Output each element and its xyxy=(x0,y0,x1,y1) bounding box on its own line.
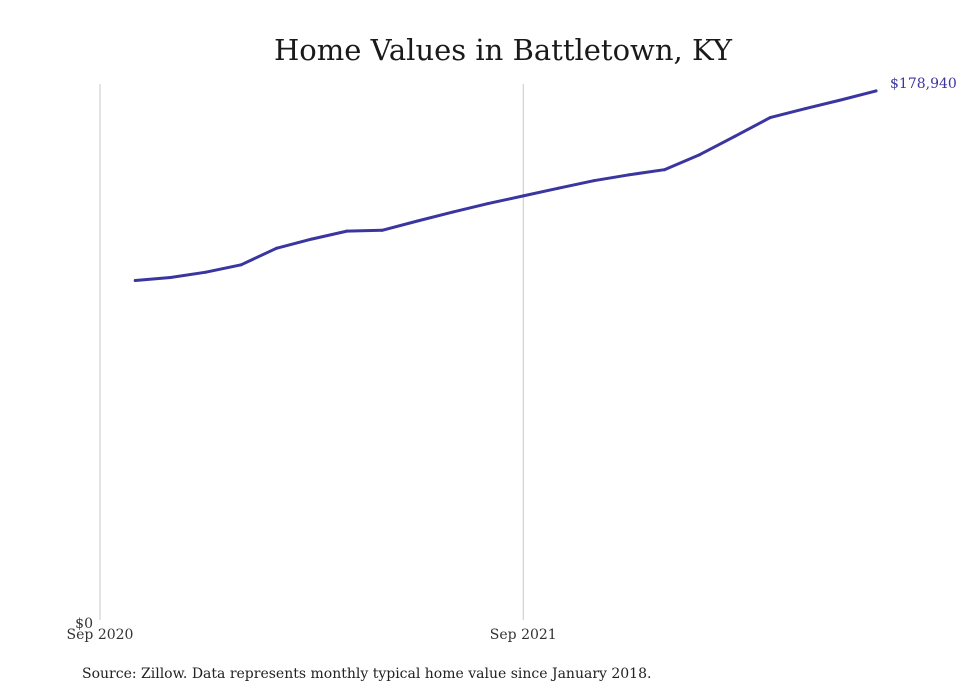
data-point xyxy=(486,202,490,206)
data-point xyxy=(592,179,596,183)
y-tick-label: $0 xyxy=(75,616,93,632)
x-tick-label: Sep 2020 xyxy=(67,627,134,643)
data-point xyxy=(557,186,560,190)
series-line xyxy=(133,89,878,282)
data-point xyxy=(133,279,137,282)
chart-title: Home Values in Battletown, KY xyxy=(274,33,733,67)
data-point xyxy=(239,263,243,267)
data-point xyxy=(169,276,172,279)
data-point xyxy=(768,116,772,120)
data-point xyxy=(839,98,843,102)
x-tick-label: Sep 2021 xyxy=(490,627,557,643)
data-point xyxy=(627,173,631,177)
source-note: Source: Zillow. Data represents monthly … xyxy=(82,666,652,682)
data-point xyxy=(874,89,878,93)
data-point xyxy=(662,168,666,172)
series-layer xyxy=(133,89,878,282)
data-point xyxy=(274,246,278,250)
gridlines xyxy=(99,84,524,620)
data-point xyxy=(521,194,525,198)
end-value-label: $178,940 xyxy=(890,76,957,92)
data-point xyxy=(345,229,349,233)
data-point xyxy=(804,107,807,111)
data-point xyxy=(698,153,702,157)
data-point xyxy=(733,134,737,138)
axis-ticks: Sep 2020 Sep 2021 $0 xyxy=(67,616,557,643)
data-point xyxy=(416,219,419,223)
data-point xyxy=(204,270,208,274)
data-point xyxy=(380,228,384,232)
data-point xyxy=(451,210,455,214)
data-point xyxy=(310,237,314,241)
